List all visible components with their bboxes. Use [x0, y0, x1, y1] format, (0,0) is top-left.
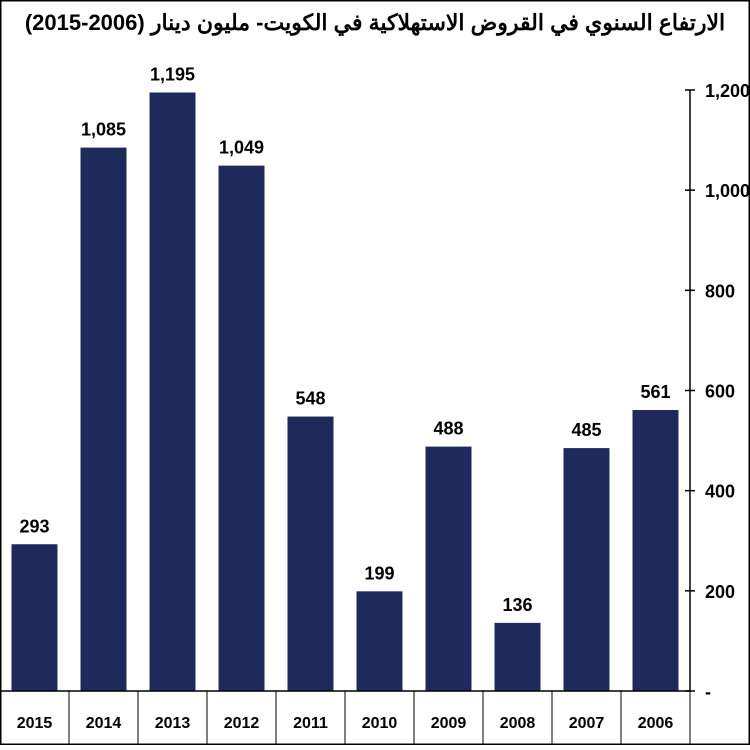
data-label-2010: 199	[364, 563, 394, 583]
bar-2012	[218, 165, 265, 691]
data-label-2007: 485	[571, 420, 601, 440]
y-tick-label: -	[705, 682, 711, 702]
y-tick-label: 800	[705, 281, 735, 301]
y-tick-label: 600	[705, 382, 735, 402]
data-label-2008: 136	[502, 595, 532, 615]
bar-2009	[425, 446, 472, 691]
x-tick-label-2010: 2010	[362, 715, 398, 732]
bar-2011	[287, 416, 334, 691]
chart-title: الارتفاع السنوي في القروض الاستهلاكية في…	[25, 10, 725, 36]
y-tick-label: 1,200	[705, 81, 750, 101]
bar-2013	[149, 92, 196, 692]
x-tick-label-2007: 2007	[569, 715, 605, 732]
data-label-2014: 1,085	[81, 120, 126, 140]
bar-2008	[494, 622, 541, 691]
x-tick-label-2006: 2006	[638, 715, 674, 732]
x-tick-label-2011: 2011	[293, 715, 328, 732]
data-label-2011: 548	[295, 389, 325, 409]
x-tick-label-2009: 2009	[431, 715, 467, 732]
x-tick-label-2014: 2014	[86, 715, 122, 732]
y-tick-label: 1,000	[705, 181, 750, 201]
bar-2015	[11, 544, 58, 691]
data-label-2009: 488	[433, 419, 463, 439]
bar-2007	[563, 448, 610, 691]
data-label-2012: 1,049	[219, 138, 264, 158]
data-label-2015: 293	[19, 516, 49, 536]
data-label-2006: 561	[640, 382, 670, 402]
bar-2014	[80, 147, 127, 692]
data-label-2013: 1,195	[150, 65, 195, 85]
bar-2006	[632, 410, 679, 691]
bar-2010	[356, 591, 403, 691]
x-tick-label-2012: 2012	[224, 715, 260, 732]
y-tick-label: 200	[705, 582, 735, 602]
x-tick-label-2015: 2015	[17, 715, 53, 732]
x-tick-label-2013: 2013	[155, 715, 191, 732]
x-tick-label-2008: 2008	[500, 715, 536, 732]
y-tick-label: 400	[705, 482, 735, 502]
